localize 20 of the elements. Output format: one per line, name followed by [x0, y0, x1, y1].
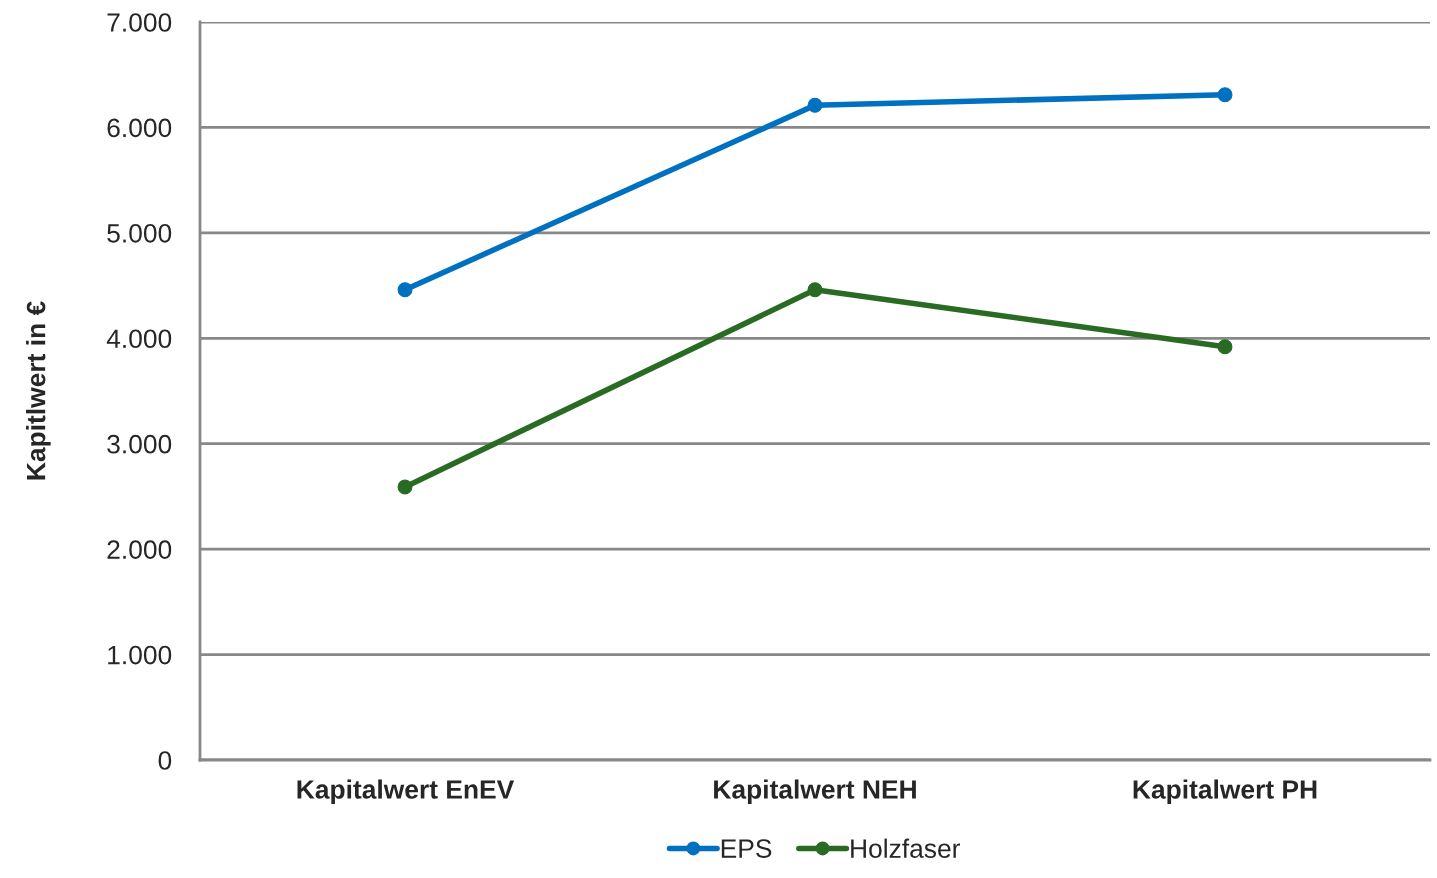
x-tick-label: Kapitalwert NEH	[714, 779, 916, 805]
y-tick-label: 0	[158, 751, 172, 770]
x-tick-label: Kapitalwert PH	[1133, 779, 1317, 805]
point	[397, 479, 413, 495]
y-axis-title: Kapitlwert in €	[26, 301, 51, 480]
y-tick-label: 5.000	[107, 223, 172, 243]
y-tick-label: 1.000	[108, 645, 172, 665]
y-tick-label: 4.000	[106, 329, 172, 349]
y-tick-label: 2.000	[107, 540, 172, 559]
point	[1217, 339, 1233, 355]
x-tick-label: Kapitalwert EnEV	[297, 779, 515, 805]
point	[397, 282, 413, 298]
legend-label: Holzfaser	[851, 838, 961, 858]
point	[807, 97, 823, 113]
y-tick-label: 3.000	[107, 434, 172, 454]
point	[1217, 87, 1233, 103]
y-tick-label: 6.000	[107, 118, 172, 138]
y-tick-label: 7.000	[107, 13, 172, 32]
point	[807, 282, 823, 298]
legend-label: EPS	[721, 839, 772, 858]
